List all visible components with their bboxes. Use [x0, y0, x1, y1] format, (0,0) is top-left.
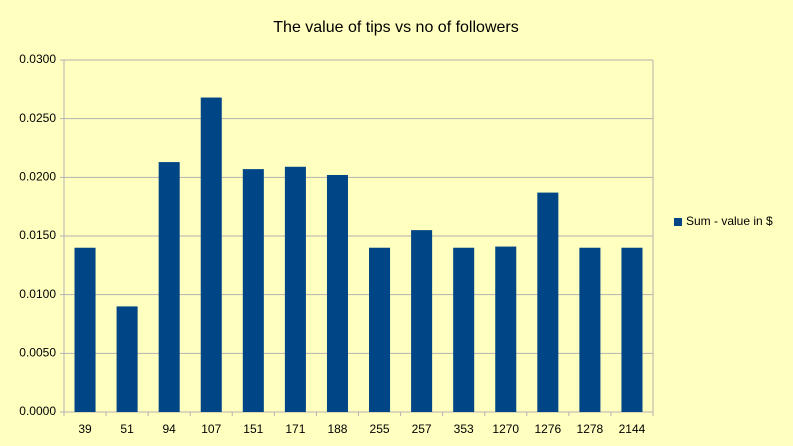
- bar: [200, 97, 222, 413]
- x-tick-label: 94: [162, 422, 176, 436]
- y-tick-label: 0.0000: [19, 404, 56, 418]
- x-tick-label: 39: [78, 422, 92, 436]
- bar: [621, 247, 643, 412]
- x-tick-label: 2144: [619, 422, 646, 436]
- x-tick-label: 188: [327, 422, 347, 436]
- legend-swatch: [674, 218, 682, 226]
- bar: [116, 306, 138, 412]
- bar: [369, 247, 391, 412]
- bar: [579, 247, 601, 412]
- x-tick-label: 1270: [492, 422, 519, 436]
- legend-label: Sum - value in $: [686, 214, 773, 228]
- bar: [537, 192, 559, 412]
- bar: [326, 174, 348, 412]
- bar: [453, 247, 475, 412]
- x-tick-label: 353: [454, 422, 474, 436]
- x-tick-label: 151: [243, 422, 263, 436]
- bar: [411, 230, 433, 412]
- x-tick-label: 1278: [577, 422, 604, 436]
- bar: [242, 169, 264, 412]
- x-tick-label: 257: [412, 422, 432, 436]
- x-tick-label: 171: [285, 422, 305, 436]
- y-tick-label: 0.0150: [19, 228, 56, 242]
- x-tick-label: 1276: [534, 422, 561, 436]
- x-tick-label: 255: [370, 422, 390, 436]
- y-tick-label: 0.0100: [19, 287, 56, 301]
- bar: [158, 162, 180, 412]
- y-tick-label: 0.0050: [19, 346, 56, 360]
- y-tick-label: 0.0200: [19, 170, 56, 184]
- y-tick-label: 0.0300: [19, 52, 56, 66]
- y-tick-label: 0.0250: [19, 111, 56, 125]
- bar: [284, 166, 306, 412]
- x-tick-label: 51: [120, 422, 134, 436]
- x-tick-label: 107: [201, 422, 221, 436]
- bar: [74, 247, 96, 412]
- bar: [495, 246, 517, 412]
- chart-title: The value of tips vs no of followers: [273, 19, 518, 36]
